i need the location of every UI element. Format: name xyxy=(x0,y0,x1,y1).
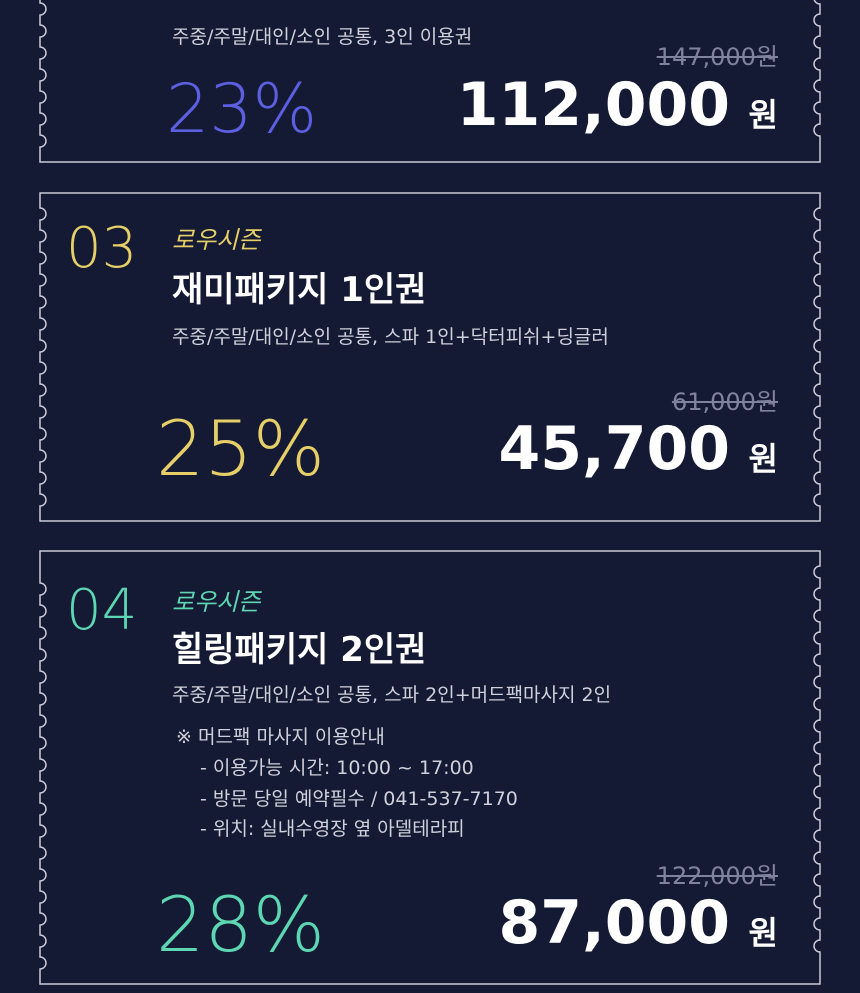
ticket-card: 03 로우시즌 재미패키지 1인권 주중/주말/대인/소인 공통, 스파 1인+… xyxy=(38,192,822,522)
card-number: 03 xyxy=(66,216,138,281)
card-border xyxy=(39,192,821,522)
note: ※ 머드팩 마사지 이용안내 xyxy=(176,726,385,748)
original-price: 61,000원 xyxy=(671,388,778,416)
note: - 방문 당일 예약필수 / 041-537-7170 xyxy=(200,788,518,810)
ticket-card: 주중/주말/대인/소인 공통, 3인 이용권 147,000원 112,000 … xyxy=(38,0,822,163)
price: 87,000 xyxy=(498,888,730,958)
discount: 28% xyxy=(156,880,325,969)
card-outline xyxy=(39,550,821,985)
price: 45,700 xyxy=(498,414,730,484)
original-price: 147,000원 xyxy=(656,43,778,71)
card-outline xyxy=(39,0,821,163)
card-border xyxy=(39,550,821,985)
note: - 이용가능 시간: 10:00 ~ 17:00 xyxy=(200,757,474,779)
description: 주중/주말/대인/소인 공통, 스파 1인+닥터피쉬+딩글러 xyxy=(172,326,609,348)
ticket-card: 04 로우시즌 힐링패키지 2인권 주중/주말/대인/소인 공통, 스파 2인+… xyxy=(38,550,822,985)
original-price: 122,000원 xyxy=(656,862,778,890)
price-unit: 원 xyxy=(748,96,778,134)
discount: 23% xyxy=(166,70,318,149)
season-tag: 로우시즌 xyxy=(172,226,261,254)
card-title: 재미패키지 1인권 xyxy=(172,270,427,310)
card-number: 04 xyxy=(66,578,138,643)
season-tag: 로우시즌 xyxy=(172,588,261,616)
price-unit: 원 xyxy=(748,914,778,952)
discount: 25% xyxy=(156,404,325,493)
card-outline xyxy=(39,192,821,522)
price-unit: 원 xyxy=(748,440,778,478)
description: 주중/주말/대인/소인 공통, 스파 2인+머드팩마사지 2인 xyxy=(172,684,612,706)
note: - 위치: 실내수영장 옆 아델테라피 xyxy=(200,818,465,840)
description: 주중/주말/대인/소인 공통, 3인 이용권 xyxy=(172,26,473,48)
price: 112,000 xyxy=(456,70,730,140)
card-title: 힐링패키지 2인권 xyxy=(172,630,427,670)
card-border xyxy=(39,0,821,163)
